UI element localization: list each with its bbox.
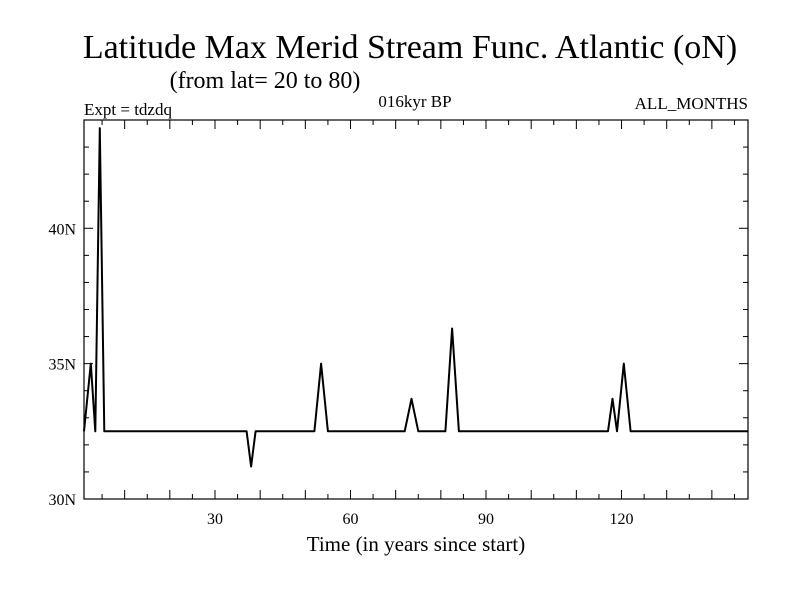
x-axis-label: Time (in years since start) [307, 532, 526, 556]
x-tick-label: 120 [610, 511, 634, 528]
y-tick-label: 35N [48, 357, 76, 374]
y-tick-label: 30N [48, 492, 76, 509]
chart-subtitle: (from lat= 20 to 80) [170, 68, 361, 94]
experiment-label: Expt = tdzdq [84, 100, 172, 119]
x-tick-label: 30 [207, 511, 223, 528]
months-label: ALL_MONTHS [635, 94, 748, 113]
series-line [83, 127, 748, 468]
chart-title: Latitude Max Merid Stream Func. Atlantic… [83, 29, 737, 66]
axis-tick-labels: 30 60 90 120 30N 35N 40N [48, 221, 633, 528]
axis-ticks [84, 120, 748, 499]
x-tick-label: 90 [478, 511, 494, 528]
plot-frame [83, 119, 749, 500]
y-tick-label: 40N [48, 221, 76, 238]
series-group [83, 127, 748, 468]
x-tick-label: 60 [343, 511, 359, 528]
period-label: 016kyr BP [378, 92, 451, 111]
